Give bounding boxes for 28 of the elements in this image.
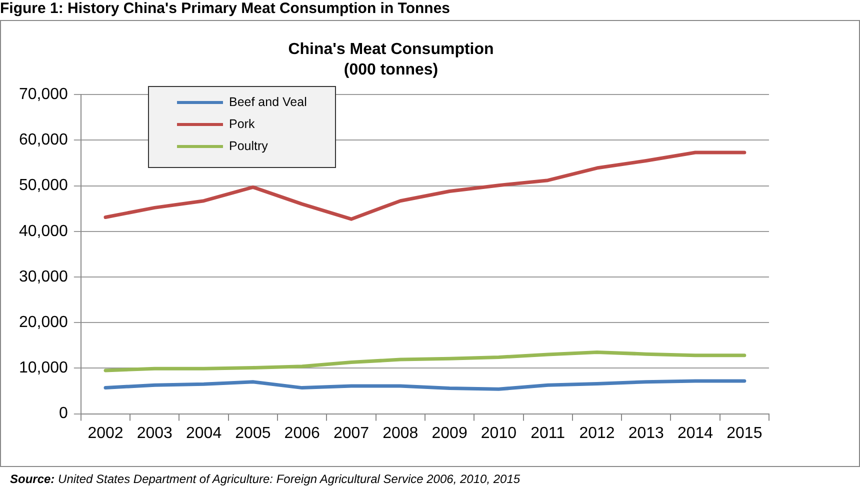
legend-label: Beef and Veal: [229, 95, 307, 109]
x-tick-label: 2007: [333, 424, 370, 442]
caption: Figure 1: History China's Primary Meat Consumption in Tonnes: [0, 0, 450, 17]
x-tick-label: 2013: [628, 424, 664, 442]
x-tick-label: 2002: [88, 424, 124, 442]
x-tick-label: 2004: [186, 424, 222, 442]
x-tick-label: 2006: [284, 424, 320, 442]
y-tick-label: 30,000: [19, 268, 68, 286]
legend-label: Pork: [229, 117, 255, 131]
x-tick-label: 2009: [432, 424, 468, 442]
x-tick-label: 2008: [382, 424, 418, 442]
x-tick-label: 2003: [136, 424, 173, 442]
y-tick-label: 0: [59, 405, 68, 422]
legend-label: Poultry: [229, 139, 268, 153]
x-tick-label: 2012: [579, 424, 615, 442]
chart-title: China's Meat Consumption (000 tonnes): [288, 40, 494, 79]
x-tick-label: 2014: [677, 424, 714, 442]
x-tick-label: 2010: [480, 424, 517, 442]
x-tick-label: 2011: [530, 424, 566, 442]
y-tick-label: 20,000: [19, 314, 68, 332]
y-tick-label: 40,000: [19, 222, 68, 240]
y-tick-label: 10,000: [19, 360, 68, 377]
x-tick-label: 2005: [235, 424, 271, 442]
y-tick-label: 60,000: [19, 132, 68, 149]
source-note: Source: United States Department of Agriculture: Foreign Agricultural Service 2006, 2010, 2015: [10, 472, 520, 486]
y-tick-label: 50,000: [19, 177, 68, 194]
x-tick-label: 2015: [726, 424, 762, 442]
y-tick-label: 70,000: [19, 86, 68, 104]
